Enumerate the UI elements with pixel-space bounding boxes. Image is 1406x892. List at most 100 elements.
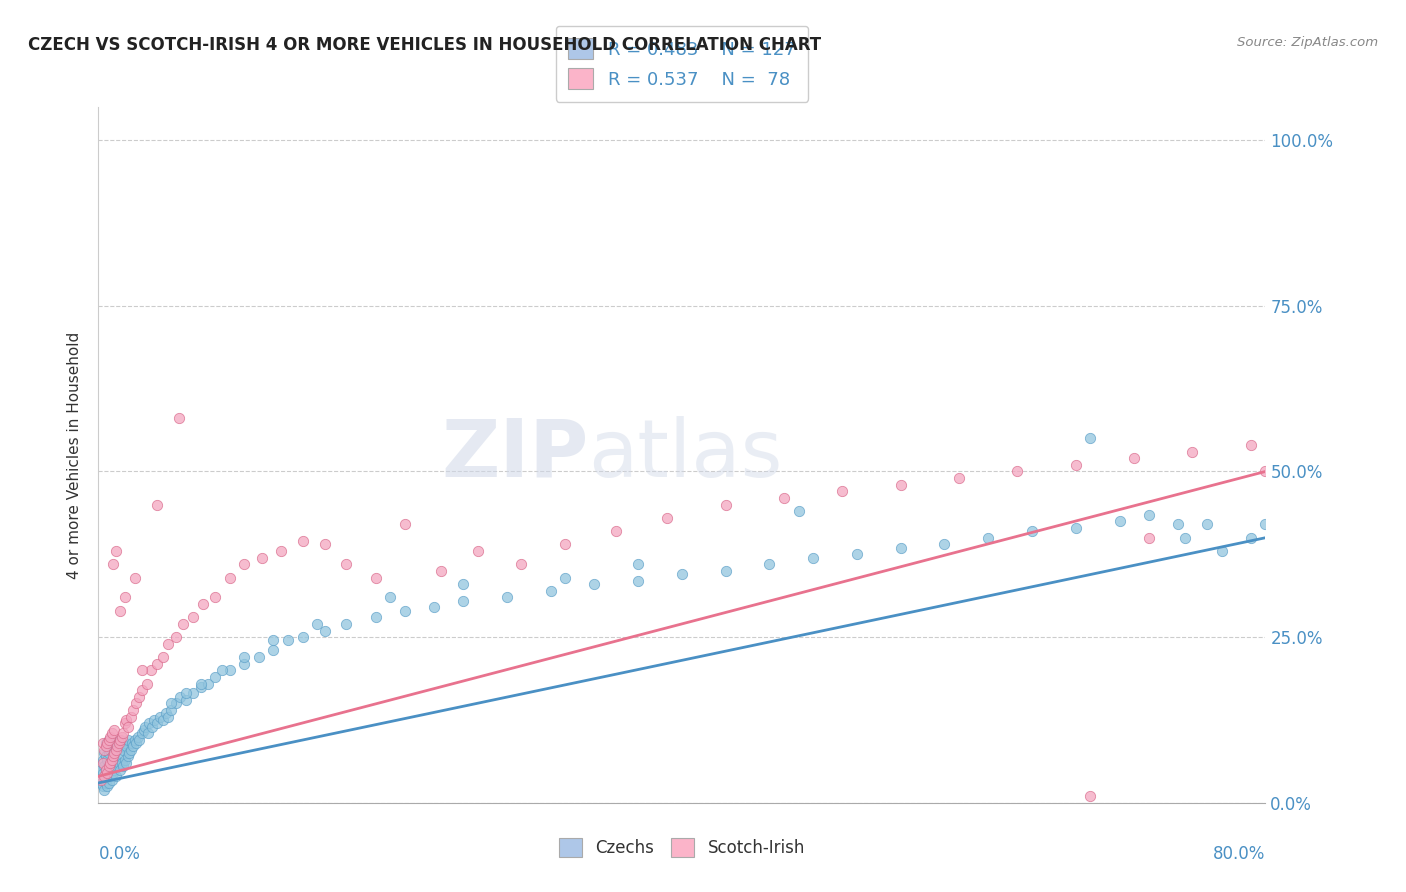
Point [1080,431,1102,445]
Point [193,597,215,611]
Point [846,547,869,561]
Point [104,743,127,757]
Text: atlas: atlas [589,416,783,494]
Point [108,739,131,754]
Point [801,550,824,565]
Point [380,591,402,605]
Point [335,558,357,572]
Point [97,746,120,760]
Point [96,753,118,767]
Point [157,637,180,651]
Point [540,583,562,598]
Point [100,726,122,740]
Point [146,716,169,731]
Text: 0.0%: 0.0% [98,845,141,863]
Point [96,736,118,750]
Point [204,670,226,684]
Point [115,713,138,727]
Point [104,753,127,767]
Point [627,558,650,572]
Point [262,643,284,657]
Point [152,650,174,665]
Point [1007,465,1029,479]
Point [93,746,115,760]
Point [128,690,150,704]
Point [291,534,314,549]
Point [90,776,112,790]
Point [467,544,489,558]
Point [100,756,122,770]
Point [91,756,114,770]
Point [93,782,115,797]
Point [218,570,240,584]
Point [233,558,256,572]
Point [364,610,387,624]
Point [250,550,273,565]
Point [103,746,125,760]
Point [122,739,145,754]
Point [91,779,114,793]
Point [1195,517,1218,532]
Point [114,591,136,605]
Point [104,736,127,750]
Point [218,663,240,677]
Point [605,524,627,538]
Point [233,650,256,665]
Point [149,709,172,723]
Point [112,759,135,773]
Point [1167,517,1189,532]
Point [211,663,233,677]
Point [131,663,153,677]
Point [394,517,416,532]
Point [94,739,117,754]
Point [197,676,219,690]
Point [335,616,357,631]
Point [97,759,120,773]
Point [115,739,138,754]
Point [181,686,204,700]
Point [100,753,122,767]
Point [98,756,121,770]
Point [364,570,387,584]
Text: CZECH VS SCOTCH-IRISH 4 OR MORE VEHICLES IN HOUSEHOLD CORRELATION CHART: CZECH VS SCOTCH-IRISH 4 OR MORE VEHICLES… [28,36,821,54]
Point [124,570,146,584]
Point [139,663,162,677]
Point [1174,531,1197,545]
Point [112,726,135,740]
Point [132,723,155,737]
Point [101,558,124,572]
Point [91,753,114,767]
Point [101,753,124,767]
Point [1181,444,1204,458]
Point [307,616,329,631]
Point [1123,451,1146,466]
Point [174,686,197,700]
Point [157,709,180,723]
Point [105,739,128,754]
Point [103,763,125,777]
Point [134,720,156,734]
Point [714,498,737,512]
Point [262,633,284,648]
Point [423,600,446,615]
Point [174,693,197,707]
Point [96,739,118,754]
Point [98,743,121,757]
Point [165,697,187,711]
Point [96,766,118,780]
Point [1137,531,1160,545]
Point [135,676,157,690]
Text: Source: ZipAtlas.com: Source: ZipAtlas.com [1237,36,1378,49]
Point [117,749,139,764]
Point [314,624,336,638]
Point [101,766,124,780]
Point [394,604,416,618]
Point [117,732,139,747]
Point [291,630,314,644]
Point [948,471,970,485]
Point [96,779,118,793]
Point [100,772,122,787]
Point [758,558,780,572]
Point [934,537,956,551]
Point [773,491,796,505]
